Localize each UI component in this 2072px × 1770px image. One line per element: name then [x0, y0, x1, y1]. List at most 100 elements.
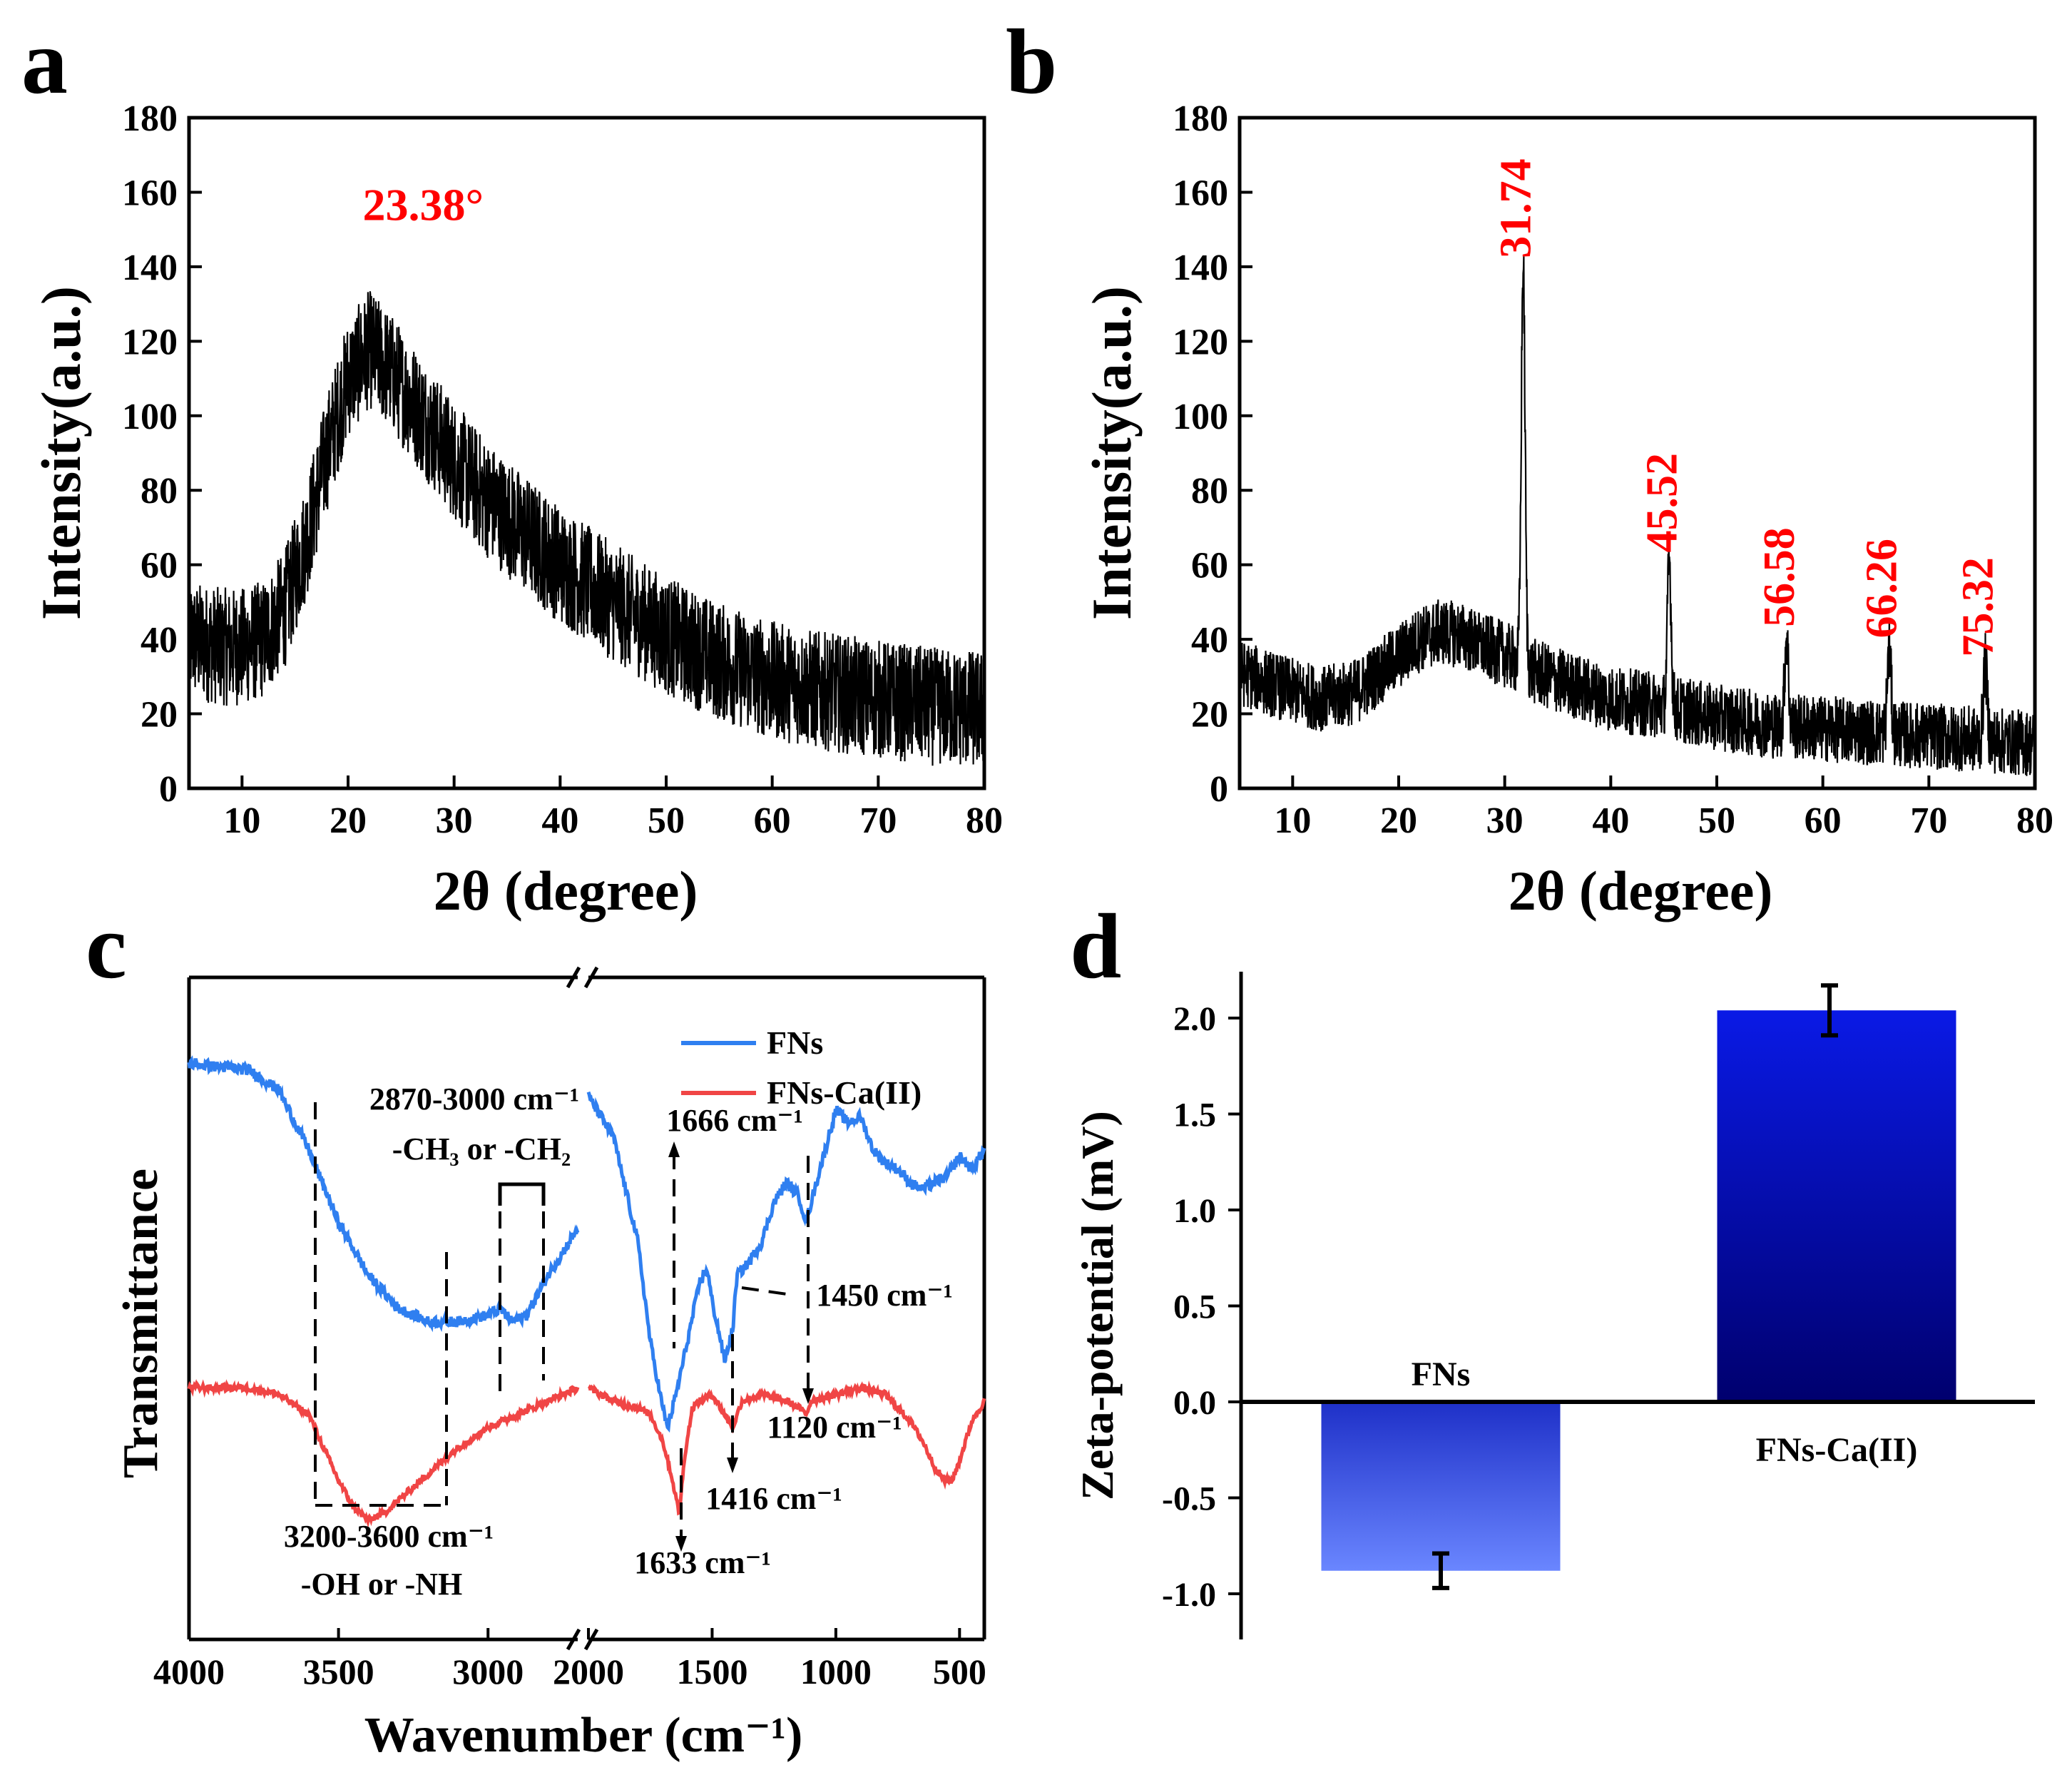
d-ytick-label: 0.0 [1173, 1384, 1216, 1422]
x-axis-title-a: 2θ (degree) [434, 860, 698, 922]
x-axis-title-b: 2θ (degree) [1509, 860, 1773, 922]
arrow-1633 [675, 1536, 687, 1552]
errorbar-fns [1432, 1551, 1449, 1590]
plot-frame-c [187, 966, 986, 1651]
peak-labels-b: 31.74 45.52 56.58 66.26 75.32 [1492, 158, 2003, 656]
axis-break-c [583, 966, 599, 989]
plot-frame-a [187, 116, 986, 790]
peak-label-b: 45.52 [1638, 453, 1686, 553]
d-ytick-label: 2.0 [1173, 1000, 1216, 1038]
c-xtick-label: 500 [933, 1652, 986, 1692]
a-xtick-label: 10 [223, 800, 260, 841]
axis-break-c [583, 1628, 599, 1651]
d-ytick-label: -0.5 [1162, 1480, 1216, 1518]
b-xtick-label: 30 [1486, 800, 1524, 841]
a-ytick-label: 60 [141, 546, 178, 586]
axis-break-c [566, 966, 581, 989]
a-xtick-label: 70 [859, 800, 897, 841]
panel-label-a: a [21, 11, 68, 113]
errorbar-fns-ca [1821, 983, 1838, 1038]
c-xtick-label: 3500 [303, 1652, 374, 1692]
a-ytick-label: 80 [141, 471, 178, 512]
annot-ch-groups: -CH₃ or -CH₂ [392, 1131, 571, 1166]
annot-1120: 1120 cm⁻¹ [767, 1410, 902, 1445]
y-axis-title-a: Intensity(a.u.) [30, 286, 92, 620]
x-axis-title-c: Wavenumber (cm⁻¹) [364, 1708, 803, 1763]
annot-1450: 1450 cm⁻¹ [816, 1278, 953, 1313]
peak-label-b: 66.26 [1858, 539, 1907, 639]
panel-d: d -1.0 -0.5 0.0 0.5 1.0 1.5 2.0 FNs FNs-Ca(II)… [1070, 895, 2035, 1639]
bar-label-fns: FNs [1412, 1356, 1471, 1393]
peak-label-b: 31.74 [1492, 158, 1541, 258]
axis-break-c [566, 1628, 581, 1651]
annot-1666: 1666 cm⁻¹ [666, 1103, 803, 1138]
ftir-guides [314, 1102, 810, 1541]
annot-3200-3600: 3200-3600 cm⁻¹ [284, 1519, 494, 1554]
a-ytick-label: 180 [122, 98, 178, 139]
peak-label-a: 23.38° [362, 179, 484, 230]
a-xtick-label: 30 [436, 800, 473, 841]
xrd-trace-a [188, 291, 986, 766]
annot-oh-nh: -OH or -NH [301, 1567, 463, 1602]
b-xtick-label: 10 [1274, 800, 1311, 841]
guide-1450 [741, 1286, 792, 1296]
c-xtick-label: 4000 [153, 1652, 225, 1692]
a-ytick-label: 100 [122, 397, 178, 437]
b-xtick-label: 60 [1805, 800, 1842, 841]
a-xtick-label: 80 [966, 800, 1003, 841]
d-ytick-label: 1.0 [1173, 1192, 1216, 1230]
a-ytick-label: 120 [122, 322, 178, 362]
a-ytick-label: 140 [122, 248, 178, 288]
b-ytick-label: 140 [1173, 248, 1228, 288]
a-ytick-label: 0 [159, 769, 178, 810]
b-xtick-label: 70 [1910, 800, 1947, 841]
b-ytick-label: 120 [1173, 322, 1228, 362]
y-axis-a: 0 20 40 60 80 100 120 140 160 180 [122, 98, 202, 810]
legend-label-fns-ca: FNs-Ca(II) [767, 1074, 922, 1111]
legend-label-fns: FNs [767, 1024, 823, 1061]
b-xtick-label: 40 [1592, 800, 1629, 841]
arrow-1416 [727, 1458, 738, 1473]
d-ytick-label: 1.5 [1173, 1097, 1216, 1134]
x-axis-b: 10 20 30 40 50 60 70 80 [1274, 775, 2053, 841]
b-ytick-label: 180 [1173, 98, 1228, 139]
b-xtick-label: 80 [2016, 800, 2053, 841]
y-axis-title-d: Zeta-potential (mV) [1072, 1111, 1123, 1500]
ftir-line-fns-ca [187, 1378, 986, 1528]
a-ytick-label: 160 [122, 173, 178, 213]
annot-1416: 1416 cm⁻¹ [705, 1481, 842, 1516]
b-ytick-label: 20 [1191, 695, 1228, 736]
xrd-trace-b [1238, 256, 2036, 776]
arrow-1666 [668, 1141, 680, 1157]
d-ytick-label: 0.5 [1173, 1288, 1216, 1326]
peak-label-b: 56.58 [1755, 527, 1804, 627]
c-xtick-label: 3000 [452, 1652, 524, 1692]
y-axis-title-b: Intensity(a.u.) [1081, 286, 1143, 620]
panel-b: b 10 20 30 40 50 60 70 80 0 20 40 60 80 100 120 140 160… [1006, 11, 2053, 922]
plot-frame-b [1237, 116, 2037, 790]
panel-label-b: b [1006, 11, 1057, 113]
legend-c: FNs FNs-Ca(II) [681, 1024, 922, 1111]
annot-1633: 1633 cm⁻¹ [634, 1545, 771, 1580]
arrow-heads [668, 1141, 814, 1552]
panel-label-c: c [86, 895, 127, 998]
panel-label-d: d [1070, 895, 1121, 998]
y-axis-d: -1.0 -0.5 0.0 0.5 1.0 1.5 2.0 [1162, 1000, 1241, 1614]
peak-label-b: 75.32 [1954, 557, 2002, 657]
y-axis-title-c: Transmittance [113, 1169, 168, 1478]
bar-label-fns-ca: FNs-Ca(II) [1756, 1431, 1918, 1469]
bar-fns [1321, 1402, 1561, 1571]
x-axis-a: 10 20 30 40 50 60 70 80 [223, 775, 1003, 841]
annot-2870-3000: 2870-3000 cm⁻¹ [369, 1082, 579, 1117]
y-axis-b: 0 20 40 60 80 100 120 140 160 180 [1173, 98, 1252, 810]
ftir-line-fns [187, 1055, 986, 1433]
b-xtick-label: 50 [1698, 800, 1735, 841]
a-ytick-label: 40 [141, 620, 178, 661]
b-ytick-label: 60 [1191, 546, 1228, 586]
c-xtick-label: 1000 [800, 1652, 872, 1692]
b-ytick-label: 0 [1210, 769, 1228, 810]
a-xtick-label: 50 [648, 800, 685, 841]
c-xtick-label: 2000 [553, 1652, 624, 1692]
ch-bracket [498, 1182, 546, 1206]
